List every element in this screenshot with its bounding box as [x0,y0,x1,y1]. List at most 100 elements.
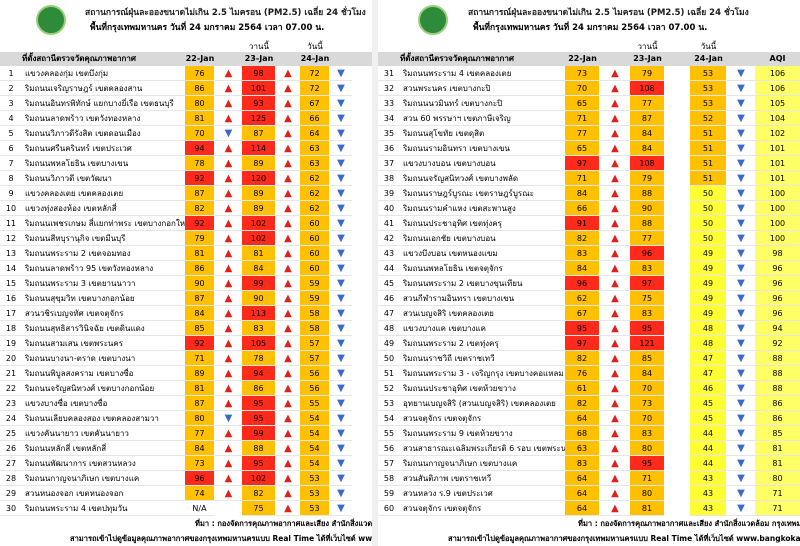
trend-arrow: ▲ [600,471,630,486]
pm25-value: N/A [185,501,215,516]
pm25-value: 62 [300,171,330,186]
station-name: ริมถนนกาญจนาภิเษก เขตบางแค [22,471,185,486]
station-name: ริมถนนพระราม 3 เขตยานนาวา [22,276,185,291]
pm25-value: 84 [185,306,215,321]
pm25-value: 87 [630,111,665,126]
pm25-value: 53 [690,81,727,96]
trend-arrow: ▼ [727,441,755,456]
pm25-value: 54 [300,456,330,471]
trend-arrow: ▼ [330,216,352,231]
pm25-value: 49 [690,246,727,261]
pm25-value: 90 [185,276,215,291]
footer-website: สามารถเข้าไปดูข้อมูลคุณภาพอากาศของกรุงเท… [448,534,800,543]
row-number: 55 [378,426,400,441]
pm25-value: 81 [630,501,665,516]
trend-arrow: ▲ [215,141,242,156]
pm25-value: 92 [185,216,215,231]
pm25-value: 79 [630,171,665,186]
station-name: สวนพระนคร เขตบางกะปิ [400,81,565,96]
pm25-value: 58 [300,321,330,336]
trend-arrow: ▼ [727,411,755,426]
trend-arrow: ▼ [727,141,755,156]
trend-arrow: ▼ [330,141,352,156]
pm25-value: 99 [242,276,276,291]
station-name: ริมถนนวิภาวดีรังสิต เขตดอนเมือง [22,126,185,141]
trend-arrow: ▼ [727,231,755,246]
trend-arrow: ▲ [600,396,630,411]
trend-arrow: ▼ [330,66,352,81]
trend-arrow: ▼ [727,456,755,471]
trend-arrow: ▼ [727,126,755,141]
trend-arrow: ▲ [600,336,630,351]
trend-arrow: ▼ [330,411,352,426]
station-name: ริมถนนหลักสี่ เขตหลักสี่ [22,441,185,456]
row-number: 11 [0,216,22,231]
pm25-value: 74 [185,486,215,501]
aqi-value: 104 [755,111,800,126]
pm25-value: 56 [300,381,330,396]
station-name: แขวงคันนายาว เขตคันนายาว [22,426,185,441]
pm25-value: 80 [185,96,215,111]
pm25-value: 89 [242,156,276,171]
column-header: 24-Jan [300,54,330,63]
pm25-value: 102 [242,216,276,231]
footer-source: ที่มา : กองจัดการคุณภาพอากาศและเสียง สำน… [578,519,800,528]
pm25-value: 71 [565,111,600,126]
pm25-value: 73 [565,66,600,81]
aqi-value: 105 [755,96,800,111]
station-name: ริมถนนสุทธิสารวินิจฉัย เขตดินแดง [22,321,185,336]
station-name: ริมถนนพัฒนาการ เขตสวนหลวง [22,456,185,471]
trend-arrow: ▼ [727,156,755,171]
aqi-value: 101 [755,156,800,171]
row-number: 53 [378,396,400,411]
pm25-value: 79 [630,66,665,81]
trend-arrow: ▲ [276,366,300,381]
pm25-value: 57 [300,351,330,366]
column-header: ที่ตั้งสถานีตรวจวัดคุณภาพอากาศ [400,54,514,63]
row-number: 32 [378,81,400,96]
trend-arrow: ▲ [600,96,630,111]
pm25-value: 82 [242,486,276,501]
pm25-value: 67 [565,306,600,321]
pm25-value: 86 [185,261,215,276]
trend-arrow: ▼ [727,96,755,111]
station-name: สวนหนองจอก เขตหนองจอก [22,486,185,501]
station-name: ริมถนนศรีนครินทร์ เขตประเวศ [22,141,185,156]
trend-arrow: ▲ [276,246,300,261]
trend-arrow: ▼ [330,261,352,276]
pm25-value: 64 [565,411,600,426]
pm25-value: 81 [185,246,215,261]
pm25-value: 65 [565,96,600,111]
trend-arrow: ▼ [727,201,755,216]
pm25-value: 54 [300,441,330,456]
trend-arrow: ▲ [215,171,242,186]
trend-arrow: ▲ [600,291,630,306]
row-number: 58 [378,471,400,486]
station-name: ริมถนนลาดพร้าว เขตวังทองหลาง [22,111,185,126]
trend-arrow: ▼ [727,471,755,486]
trend-arrow: ▲ [600,186,630,201]
yesterday-label: วานนี้ [637,42,658,51]
trend-arrow: ▼ [330,366,352,381]
trend-arrow: ▼ [727,186,755,201]
title: สถานการณ์ฝุ่นละอองขนาดไม่เกิน 2.5 ไมครอน… [85,8,366,18]
trend-arrow: ▼ [330,111,352,126]
trend-arrow: ▲ [215,186,242,201]
pm25-value: 55 [300,396,330,411]
trend-arrow: ▼ [727,246,755,261]
pm25-value: 53 [300,501,330,516]
trend-arrow: ▲ [215,306,242,321]
trend-arrow: ▲ [215,66,242,81]
pm25-value: 59 [300,291,330,306]
station-name: สวนกีฬารามอินทรา เขตบางเขน [400,291,565,306]
pm25-value: 44 [690,456,727,471]
row-number: 52 [378,381,400,396]
pm25-value: 88 [242,441,276,456]
trend-arrow: ▲ [276,111,300,126]
trend-arrow: ▲ [600,171,630,186]
pm25-value: 43 [690,501,727,516]
aqi-value: 101 [755,171,800,186]
row-number: 6 [0,141,22,156]
column-header: ที่ตั้งสถานีตรวจวัดคุณภาพอากาศ [22,54,136,63]
trend-arrow: ▼ [330,126,352,141]
